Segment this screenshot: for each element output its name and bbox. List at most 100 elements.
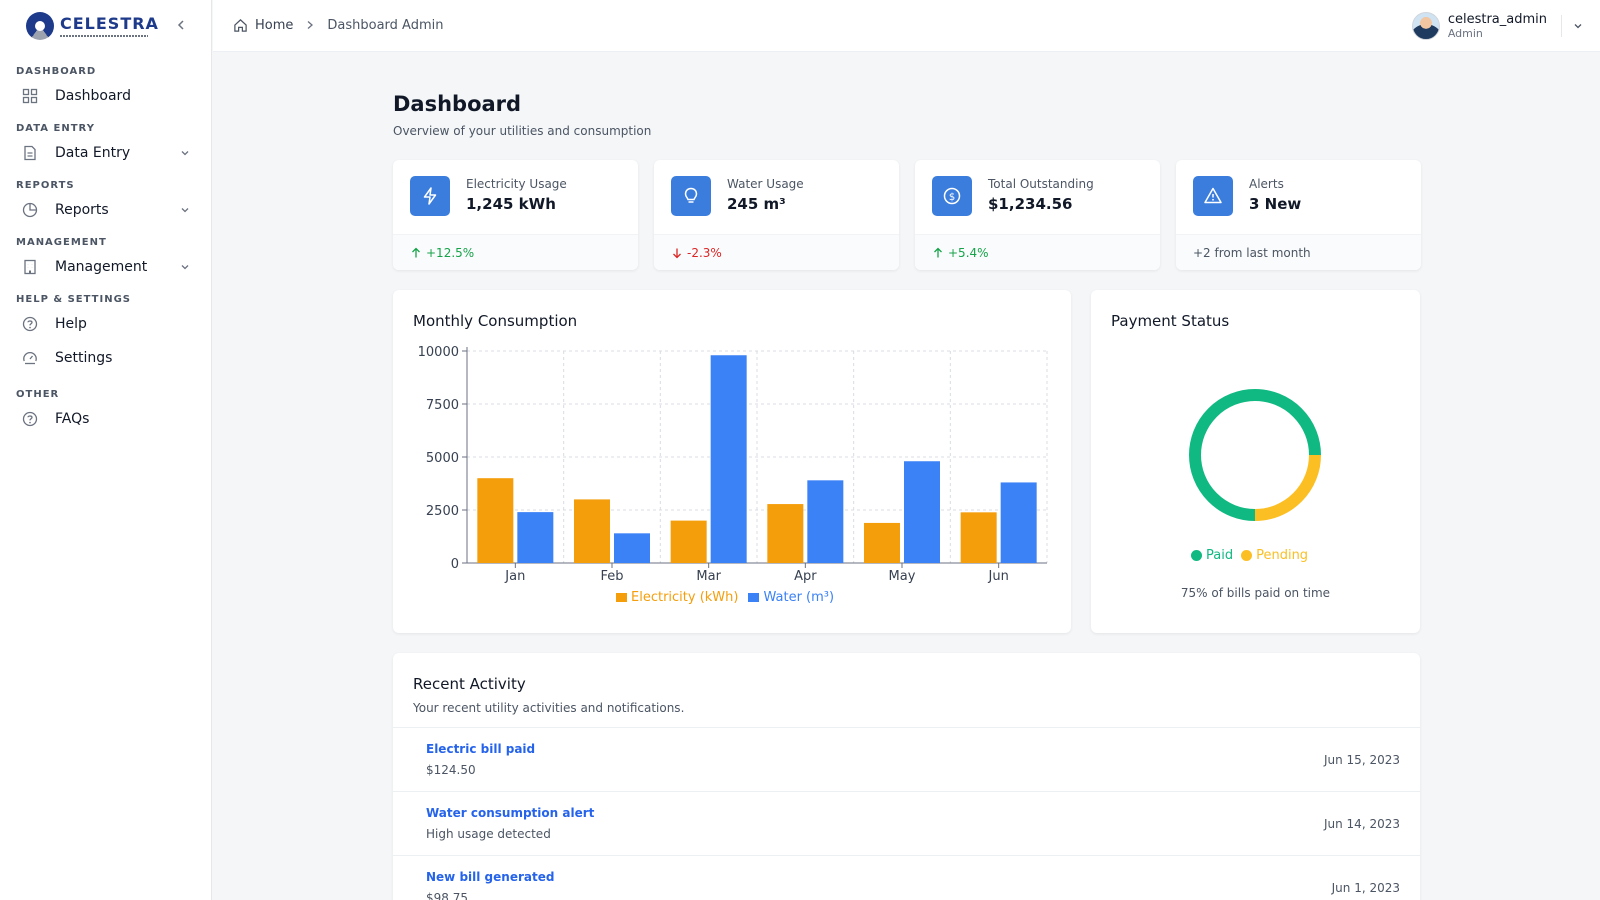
bar-electricity[interactable] bbox=[864, 522, 900, 563]
nav-heading-dashboard: DASHBOARD bbox=[16, 66, 97, 77]
legend-label-paid[interactable]: Paid bbox=[1206, 548, 1234, 563]
bar-water[interactable] bbox=[614, 533, 650, 563]
legend-dot-pending bbox=[1241, 550, 1253, 561]
chevron-left-icon bbox=[177, 20, 184, 30]
sidebar-item-label: Reports bbox=[55, 202, 109, 218]
stat-change: +12.5% bbox=[426, 245, 475, 260]
bar-water[interactable] bbox=[904, 461, 940, 563]
legend-label-pending[interactable]: Pending bbox=[1256, 548, 1309, 563]
chevron-right-icon bbox=[305, 19, 315, 33]
legend-label-electricity[interactable]: Electricity (kWh) bbox=[631, 590, 739, 605]
sidebar-item-label: Data Entry bbox=[55, 145, 131, 161]
monthly-consumption-card: Monthly Consumption 10000 7500 5000 2500 0 Ja… bbox=[393, 290, 1071, 633]
x-tick-label: Jun bbox=[988, 569, 1009, 584]
bar-electricity[interactable] bbox=[574, 499, 610, 563]
stat-value: $1,234.56 bbox=[988, 195, 1073, 213]
sidebar-item-help[interactable]: Help bbox=[16, 311, 195, 337]
chevron-down-icon bbox=[181, 265, 189, 270]
sidebar-item-data-entry[interactable]: Data Entry bbox=[16, 140, 195, 166]
activity-title[interactable]: Water consumption alert bbox=[426, 806, 595, 820]
app-logo[interactable]: CELESTRA bbox=[0, 0, 211, 52]
legend-swatch-water bbox=[748, 593, 760, 602]
activity-date: Jun 15, 2023 bbox=[1323, 753, 1400, 767]
payment-status-chart bbox=[1189, 389, 1321, 521]
sidebar-item-management[interactable]: Management bbox=[16, 254, 195, 280]
building-icon bbox=[22, 259, 38, 275]
payment-legend: Paid Pending bbox=[1191, 548, 1308, 563]
chart-legend: Electricity (kWh) Water (m³) bbox=[616, 590, 834, 605]
chevron-down-icon[interactable] bbox=[1572, 20, 1584, 32]
activity-title[interactable]: Electric bill paid bbox=[426, 742, 536, 756]
divider bbox=[1561, 15, 1562, 37]
sidebar-item-label: Dashboard bbox=[55, 88, 131, 104]
bar-water[interactable] bbox=[1000, 482, 1037, 563]
stat-value: 3 New bbox=[1249, 195, 1302, 213]
stat-card-outstanding: $ Total Outstanding $1,234.56 +5.4% bbox=[915, 160, 1160, 270]
sidebar-item-settings[interactable]: Settings bbox=[16, 345, 195, 371]
sidebar-item-faqs[interactable]: FAQs bbox=[16, 406, 195, 432]
lightning-icon bbox=[410, 176, 450, 216]
x-tick-label: Apr bbox=[794, 569, 817, 584]
activity-detail: $98.75 bbox=[426, 891, 468, 900]
bar-water[interactable] bbox=[710, 355, 747, 563]
svg-text:$: $ bbox=[949, 192, 955, 203]
collapse-sidebar-button[interactable] bbox=[172, 16, 190, 36]
nav-heading-other: OTHER bbox=[16, 389, 60, 400]
list-item[interactable]: New bill generated $98.75 Jun 1, 2023 bbox=[393, 855, 1420, 900]
recent-activity-card: Recent Activity Your recent utility acti… bbox=[393, 653, 1420, 900]
payment-status-card: Payment Status Paid Pending 75% of bills… bbox=[1091, 290, 1420, 633]
dollar-circle-icon: $ bbox=[932, 176, 972, 216]
donut-slice-pending[interactable] bbox=[1254, 454, 1321, 521]
activity-date: Jun 14, 2023 bbox=[1323, 817, 1400, 831]
logo-icon bbox=[26, 12, 54, 40]
stat-value: 1,245 kWh bbox=[466, 195, 556, 213]
user-menu[interactable]: celestra_admin Admin bbox=[1411, 10, 1584, 42]
sidebar-item-reports[interactable]: Reports bbox=[16, 197, 195, 223]
sidebar-item-dashboard[interactable]: Dashboard bbox=[16, 83, 195, 109]
y-tick-label: 5000 bbox=[426, 451, 459, 466]
bar-electricity[interactable] bbox=[960, 512, 997, 563]
bar-electricity[interactable] bbox=[670, 520, 707, 563]
legend-dot-paid bbox=[1191, 550, 1202, 561]
arrow-down-icon bbox=[673, 248, 681, 258]
bar-electricity[interactable] bbox=[477, 478, 514, 563]
list-item[interactable]: Water consumption alert High usage detec… bbox=[393, 791, 1420, 855]
x-tick-label: Jan bbox=[504, 569, 525, 584]
stat-label: Alerts bbox=[1249, 177, 1284, 191]
top-bar: Home Dashboard Admin celestra_admin Admi… bbox=[213, 0, 1600, 52]
chevron-down-icon bbox=[181, 208, 189, 213]
y-tick-label: 2500 bbox=[426, 504, 459, 519]
donut-slice-paid[interactable] bbox=[1189, 389, 1321, 521]
help-circle-icon bbox=[22, 316, 38, 332]
legend-swatch-electricity bbox=[616, 593, 627, 602]
bar-electricity[interactable] bbox=[767, 504, 804, 563]
stat-label: Total Outstanding bbox=[988, 177, 1094, 191]
stat-change: -2.3% bbox=[687, 245, 722, 260]
bar-water[interactable] bbox=[517, 512, 554, 563]
breadcrumb-current: Dashboard Admin bbox=[327, 18, 444, 33]
activity-title[interactable]: New bill generated bbox=[426, 870, 555, 884]
list-item[interactable]: Electric bill paid $124.50 Jun 15, 2023 bbox=[393, 727, 1420, 791]
y-tick-label: 10000 bbox=[418, 345, 459, 360]
bar-water[interactable] bbox=[807, 480, 844, 563]
legend-label-water[interactable]: Water (m³) bbox=[763, 590, 835, 605]
x-tick-label: May bbox=[889, 569, 916, 584]
stat-label: Water Usage bbox=[727, 177, 804, 191]
card-title: Payment Status bbox=[1111, 312, 1230, 330]
stat-change: +2 from last month bbox=[1193, 245, 1311, 260]
stat-card-alerts: Alerts 3 New +2 from last month bbox=[1176, 160, 1421, 270]
user-name: celestra_admin bbox=[1447, 12, 1547, 27]
nav-heading-help-settings: HELP & SETTINGS bbox=[16, 294, 131, 305]
y-tick-label: 0 bbox=[451, 557, 459, 572]
sidebar-item-label: Settings bbox=[55, 350, 113, 366]
pie-chart-icon bbox=[22, 202, 38, 218]
x-tick-label: Feb bbox=[600, 569, 623, 584]
page-subtitle: Overview of your utilities and consumpti… bbox=[393, 124, 652, 138]
user-role: Admin bbox=[1447, 27, 1483, 40]
card-title: Recent Activity bbox=[413, 675, 526, 693]
warning-triangle-icon bbox=[1193, 176, 1233, 216]
breadcrumb-home-link[interactable]: Home bbox=[255, 18, 294, 33]
stat-card-electricity: Electricity Usage 1,245 kWh +12.5% bbox=[393, 160, 638, 270]
document-icon bbox=[22, 145, 38, 161]
stat-label: Electricity Usage bbox=[466, 177, 567, 191]
